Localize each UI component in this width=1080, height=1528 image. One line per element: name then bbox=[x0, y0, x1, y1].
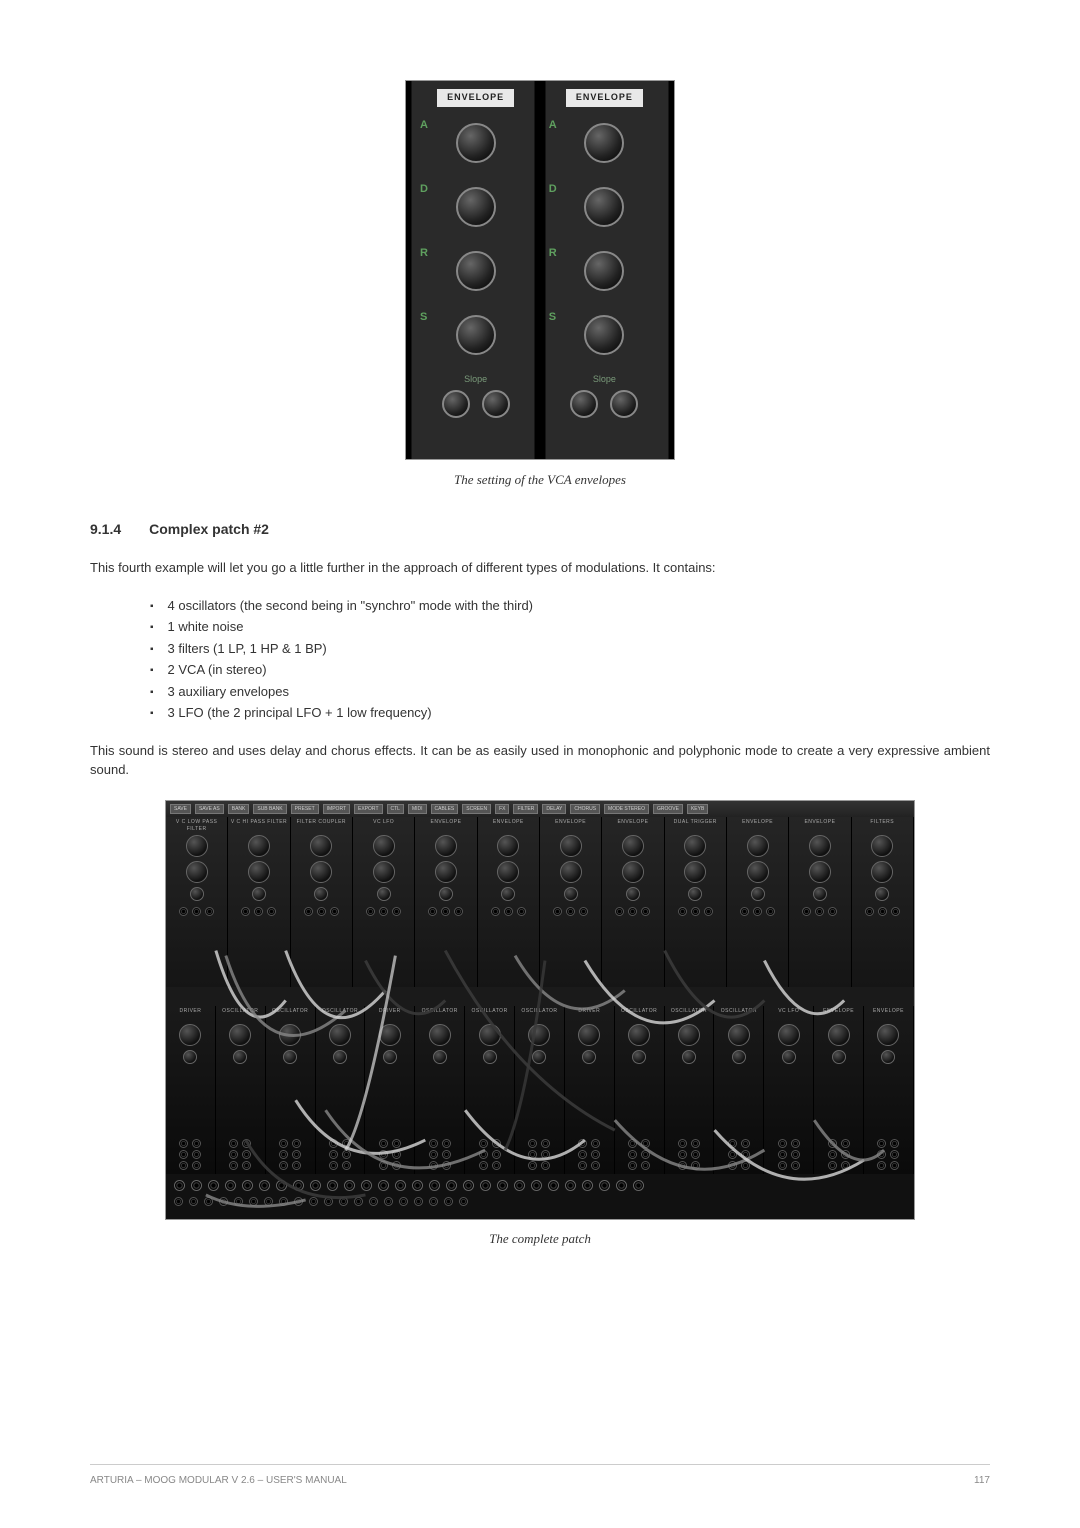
list-item: 3 auxiliary envelopes bbox=[150, 682, 990, 702]
synth-module: OSCILLATOR bbox=[316, 1006, 366, 1176]
envelope-panel-image: ENVELOPE A D R S Slope ENVELOPE A D R S … bbox=[405, 80, 675, 460]
synth-module: ENVELOPE bbox=[602, 817, 664, 987]
section-heading: 9.1.4 Complex patch #2 bbox=[90, 519, 990, 540]
figure2-caption: The complete patch bbox=[90, 1229, 990, 1249]
toolbar-button: FX bbox=[495, 804, 509, 814]
synth-module: V C HI PASS FILTER bbox=[228, 817, 290, 987]
synth-module: OSCILLATOR bbox=[515, 1006, 565, 1176]
synth-module: OSCILLATOR bbox=[714, 1006, 764, 1176]
synth-module: OSCILLATOR bbox=[465, 1006, 515, 1176]
toolbar-button: GROOVE bbox=[653, 804, 683, 814]
synth-module: ENVELOPE bbox=[864, 1006, 914, 1176]
section-title: Complex patch #2 bbox=[149, 521, 269, 537]
list-item: 3 LFO (the 2 principal LFO + 1 low frequ… bbox=[150, 703, 990, 723]
list-item: 4 oscillators (the second being in "sync… bbox=[150, 596, 990, 616]
page-footer: ARTURIA – MOOG MODULAR V 2.6 – USER'S MA… bbox=[90, 1464, 990, 1488]
footer-page-number: 117 bbox=[974, 1473, 990, 1488]
figure-complete-patch: SAVE SAVE AS BANKSUB BANK PRESET IMPORT EXPOR… bbox=[90, 800, 990, 1249]
bullet-list: 4 oscillators (the second being in "sync… bbox=[150, 596, 990, 723]
patch-toolbar: SAVE SAVE AS BANKSUB BANK PRESET IMPORT EXPOR… bbox=[166, 801, 914, 817]
list-item: 1 white noise bbox=[150, 617, 990, 637]
synth-module: OSCILLATOR bbox=[266, 1006, 316, 1176]
synth-module: ENVELOPE bbox=[415, 817, 477, 987]
slope-knob-1 bbox=[442, 390, 470, 418]
patch-upper-row: V C LOW PASS FILTER V C HI PASS FILTER F… bbox=[166, 817, 914, 987]
synth-module: OSCILLATOR bbox=[216, 1006, 266, 1176]
synth-module: DRIVER bbox=[365, 1006, 415, 1176]
toolbar-button: CTL bbox=[387, 804, 404, 814]
knob-sustain bbox=[456, 315, 496, 355]
synth-module: VC LFO bbox=[764, 1006, 814, 1176]
toolbar-button: KEYB bbox=[687, 804, 708, 814]
synth-module: ENVELOPE bbox=[727, 817, 789, 987]
toolbar-button: DELAY bbox=[542, 804, 566, 814]
slope-label: Slope bbox=[464, 373, 487, 387]
patch-bottom-row bbox=[166, 1174, 914, 1219]
envelope-label-left: ENVELOPE bbox=[437, 89, 514, 107]
toolbar-button: MODE STEREO bbox=[604, 804, 649, 814]
synth-module: VC LFO bbox=[353, 817, 415, 987]
synth-module: FILTERS bbox=[852, 817, 914, 987]
paragraph-2: This sound is stereo and uses delay and … bbox=[90, 741, 990, 780]
knob-decay bbox=[456, 187, 496, 227]
patch-image: SAVE SAVE AS BANKSUB BANK PRESET IMPORT EXPOR… bbox=[165, 800, 915, 1220]
synth-module: ENVELOPE bbox=[814, 1006, 864, 1176]
synth-module: FILTER COUPLER bbox=[291, 817, 353, 987]
figure1-caption: The setting of the VCA envelopes bbox=[90, 470, 990, 490]
section-number: 9.1.4 bbox=[90, 521, 121, 537]
envelope-label-right: ENVELOPE bbox=[566, 89, 643, 107]
paragraph-1: This fourth example will let you go a li… bbox=[90, 558, 990, 578]
synth-module: OSCILLATOR bbox=[665, 1006, 715, 1176]
toolbar-button: EXPORT bbox=[354, 804, 382, 814]
knob-release bbox=[456, 251, 496, 291]
synth-module: OSCILLATOR bbox=[415, 1006, 465, 1176]
toolbar-button: FILTER bbox=[513, 804, 538, 814]
synth-module: ENVELOPE bbox=[789, 817, 851, 987]
synth-module: DUAL TRIGGER bbox=[665, 817, 727, 987]
toolbar-button: SCREEN bbox=[462, 804, 491, 814]
toolbar-button: SAVE bbox=[170, 804, 191, 814]
slope-knob-2 bbox=[482, 390, 510, 418]
toolbar-button: CABLES bbox=[431, 804, 459, 814]
figure-vca-envelopes: ENVELOPE A D R S Slope ENVELOPE A D R S … bbox=[90, 80, 990, 489]
synth-module: V C LOW PASS FILTER bbox=[166, 817, 228, 987]
toolbar-button: PRESET bbox=[291, 804, 319, 814]
synth-module: ENVELOPE bbox=[540, 817, 602, 987]
toolbar-button: MIDI bbox=[408, 804, 427, 814]
list-item: 2 VCA (in stereo) bbox=[150, 660, 990, 680]
knob-attack bbox=[456, 123, 496, 163]
toolbar-button: SUB BANK bbox=[253, 804, 286, 814]
toolbar-button: IMPORT bbox=[323, 804, 350, 814]
footer-left: ARTURIA – MOOG MODULAR V 2.6 – USER'S MA… bbox=[90, 1473, 347, 1488]
synth-module: DRIVER bbox=[166, 1006, 216, 1176]
synth-module: ENVELOPE bbox=[478, 817, 540, 987]
patch-lower-row: DRIVER OSCILLATOR OSCILLATOR OSCILLATOR … bbox=[166, 1006, 914, 1176]
toolbar-button: SAVE AS bbox=[195, 804, 224, 814]
list-item: 3 filters (1 LP, 1 HP & 1 BP) bbox=[150, 639, 990, 659]
toolbar-button: CHORUS bbox=[570, 804, 600, 814]
synth-module: OSCILLATOR bbox=[615, 1006, 665, 1176]
synth-module: DRIVER bbox=[565, 1006, 615, 1176]
toolbar-button: BANK bbox=[228, 804, 250, 814]
